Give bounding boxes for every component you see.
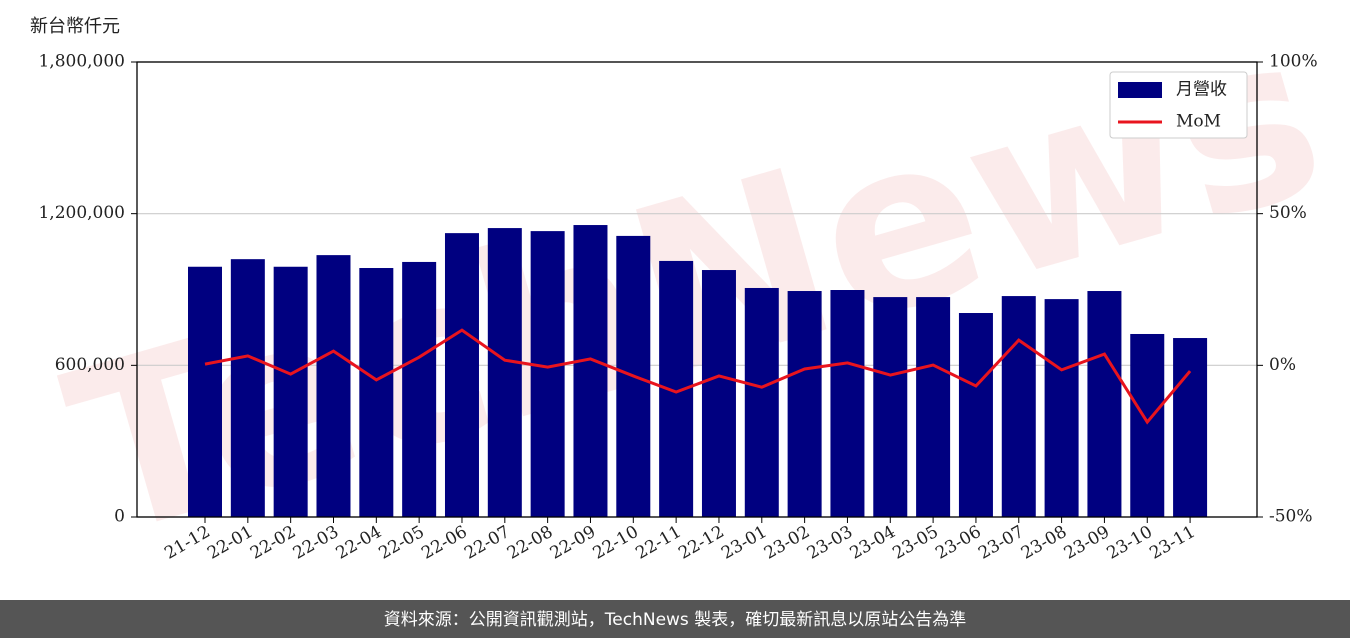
bar: [444, 233, 479, 517]
y2-tick-label: 0%: [1269, 355, 1296, 375]
x-tick-label: 23-04: [847, 522, 899, 564]
x-tick-label: 22-12: [675, 522, 727, 564]
x-tick-label: 23-02: [761, 522, 813, 564]
legend-label: 月營收: [1176, 80, 1227, 100]
bar: [958, 313, 993, 517]
bar: [316, 255, 351, 517]
x-tick-label: 23-07: [975, 522, 1027, 564]
x-tick-label: 23-05: [889, 522, 941, 564]
x-tick-label: 23-10: [1104, 522, 1156, 564]
bar: [916, 297, 951, 517]
bar: [1173, 338, 1208, 517]
x-tick-label: 23-08: [1018, 522, 1070, 564]
x-tick-label: 22-05: [375, 522, 427, 564]
footer-bar: [0, 600, 1350, 638]
y-tick-label: 0: [114, 507, 125, 527]
bar: [744, 287, 779, 517]
bar: [1044, 299, 1079, 517]
y-tick-label: 1,200,000: [38, 203, 125, 223]
bar: [1001, 296, 1036, 517]
bar: [230, 259, 265, 517]
x-tick-label: 23-09: [1061, 522, 1113, 564]
y2-tick-label: 50%: [1269, 203, 1307, 223]
bar: [1087, 291, 1122, 517]
x-tick-label: 23-03: [804, 522, 856, 564]
x-tick-label: 23-11: [1146, 522, 1198, 564]
bar: [188, 266, 222, 517]
bar: [573, 225, 608, 517]
bar: [402, 261, 437, 517]
bar: [787, 291, 822, 517]
x-tick-label: 22-08: [504, 522, 556, 564]
x-tick-label: 23-06: [932, 522, 984, 564]
legend-swatch: [1118, 82, 1162, 98]
plot-frame: [136, 61, 1258, 518]
y-tick-label: 600,000: [55, 355, 125, 375]
x-tick-label: 22-09: [547, 522, 599, 564]
legend-label: MoM: [1176, 112, 1221, 132]
x-tick-label: 23-01: [718, 522, 770, 564]
y2-tick-label: 100%: [1269, 52, 1318, 72]
y-tick-label: 1,800,000: [38, 52, 125, 72]
bar: [530, 231, 565, 517]
bar: [273, 266, 308, 517]
bar: [873, 297, 908, 517]
x-tick-label: 22-10: [590, 522, 642, 564]
bar: [701, 270, 736, 517]
bar: [830, 290, 865, 517]
bar: [359, 268, 394, 517]
y-axis-label: 新台幣仟元: [30, 16, 120, 37]
x-tick-label: 22-06: [418, 522, 470, 564]
footer: 資料來源：公開資訊觀測站，TechNews 製表，確切最新訊息以原站公告為準: [384, 610, 966, 630]
bar: [487, 228, 522, 517]
x-tick-label: 22-04: [333, 522, 385, 564]
x-tick-label: 22-07: [461, 522, 513, 564]
bar: [1130, 333, 1165, 517]
x-tick-label: 22-11: [632, 522, 684, 564]
y2-tick-label: -50%: [1269, 507, 1313, 527]
mom-line: [204, 328, 1192, 425]
